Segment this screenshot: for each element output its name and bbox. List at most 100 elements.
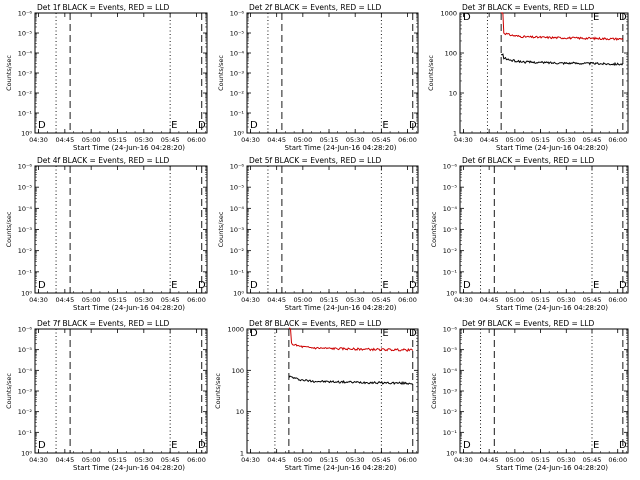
x-tick-label: 05:30 bbox=[134, 136, 153, 144]
y-tick-label: 10⁻² bbox=[18, 408, 33, 416]
chart-title: Det 5f BLACK = Events, RED = LLD bbox=[249, 156, 382, 165]
x-tick-label: 04:30 bbox=[454, 136, 473, 144]
y-tick-label: 10⁻³ bbox=[18, 70, 33, 78]
x-tick-label: 05:45 bbox=[372, 296, 391, 304]
x-tick-label: 06:00 bbox=[398, 296, 417, 304]
annotation-label: D bbox=[38, 440, 46, 451]
plot-frame bbox=[246, 165, 419, 294]
annotation-label: E bbox=[171, 120, 177, 131]
y-tick-label: 10⁻⁴ bbox=[443, 367, 458, 375]
y-tick-label: 10⁻⁶ bbox=[18, 163, 33, 171]
plot-frame bbox=[34, 165, 208, 294]
x-tick-label: 05:45 bbox=[583, 136, 602, 144]
y-tick-label: 10⁰ bbox=[446, 290, 457, 298]
x-tick-label: 04:30 bbox=[241, 296, 260, 304]
annotation-label: D bbox=[619, 12, 627, 23]
y-axis-label: Counts/sec bbox=[5, 373, 13, 409]
y-tick-label: 10⁻⁴ bbox=[443, 205, 458, 213]
plot-frame bbox=[246, 328, 419, 454]
x-tick-label: 05:15 bbox=[531, 296, 550, 304]
x-tick-label: 05:30 bbox=[134, 456, 153, 464]
x-tick-label: 05:15 bbox=[108, 456, 127, 464]
x-axis-label: Start Time (24-Jun-16 04:28:20) bbox=[496, 464, 608, 472]
annotation-label: D bbox=[619, 280, 627, 291]
y-tick-label: 10⁻³ bbox=[18, 388, 33, 396]
x-axis-label: Start Time (24-Jun-16 04:28:20) bbox=[285, 304, 397, 312]
annotation-label: D bbox=[38, 280, 46, 291]
y-axis-label: Counts/sec bbox=[5, 55, 13, 91]
chart-panel-1: Det 1f BLACK = Events, RED = LLD 10⁰ 10⁻¹ 1… bbox=[5, 3, 208, 152]
x-tick-label: 06:00 bbox=[187, 296, 206, 304]
x-tick-label: 05:30 bbox=[557, 296, 576, 304]
x-tick-label: 06:00 bbox=[608, 296, 627, 304]
y-tick-label: 10⁻⁵ bbox=[18, 346, 33, 354]
y-tick-label: 10⁰ bbox=[21, 450, 32, 458]
y-tick-label: 10⁻¹ bbox=[230, 110, 245, 118]
annotation-label: D bbox=[198, 120, 206, 131]
plot-frame bbox=[34, 328, 208, 454]
chart-panel-4: Det 4f BLACK = Events, RED = LLD 10⁰ 10⁻¹ 1… bbox=[5, 156, 208, 312]
chart-title: Det 3f BLACK = Events, RED = LLD bbox=[462, 3, 595, 12]
annotation-label: D bbox=[250, 120, 258, 131]
y-tick-label: 10⁰ bbox=[21, 130, 32, 138]
y-tick-label: 10⁻¹ bbox=[230, 268, 245, 276]
annotation-label: D bbox=[409, 120, 417, 131]
y-axis-label: Counts/sec bbox=[430, 373, 438, 409]
y-tick-label: 10⁻⁵ bbox=[230, 184, 245, 192]
x-tick-label: 06:00 bbox=[398, 136, 417, 144]
annotation-label: D bbox=[409, 328, 417, 339]
y-tick-label: 10 bbox=[449, 90, 457, 98]
y-tick-label: 10⁻¹ bbox=[443, 268, 458, 276]
y-tick-label: 10⁻⁶ bbox=[443, 163, 458, 171]
annotation-label: E bbox=[593, 440, 599, 451]
annotation-label: E bbox=[382, 280, 388, 291]
annotation-label: E bbox=[382, 120, 388, 131]
annotation-label: D bbox=[463, 12, 471, 23]
y-tick-label: 1 bbox=[240, 450, 244, 458]
chart-title: Det 9f BLACK = Events, RED = LLD bbox=[462, 319, 595, 328]
annotation-label: D bbox=[38, 120, 46, 131]
annotation-label: E bbox=[382, 328, 388, 339]
x-tick-label: 05:15 bbox=[531, 136, 550, 144]
y-tick-label: 10⁻⁴ bbox=[230, 205, 245, 213]
annotation-label: D bbox=[619, 440, 627, 451]
chart-panel-9: Det 9f BLACK = Events, RED = LLD 10⁰ 10⁻¹ 1… bbox=[430, 319, 629, 472]
x-tick-label: 04:45 bbox=[55, 456, 74, 464]
x-tick-label: 06:00 bbox=[187, 136, 206, 144]
y-tick-label: 1000 bbox=[227, 326, 244, 334]
y-tick-label: 10⁻² bbox=[18, 247, 33, 255]
x-tick-label: 05:15 bbox=[108, 296, 127, 304]
y-tick-label: 10⁻¹ bbox=[18, 110, 33, 118]
y-tick-label: 10⁻⁵ bbox=[230, 30, 245, 38]
x-tick-label: 05:00 bbox=[82, 136, 101, 144]
x-tick-label: 04:30 bbox=[241, 136, 260, 144]
annotation-label: E bbox=[171, 280, 177, 291]
y-tick-label: 10⁻³ bbox=[443, 226, 458, 234]
y-tick-label: 10⁻³ bbox=[18, 226, 33, 234]
plot-frame bbox=[459, 165, 629, 294]
annotation-label: D bbox=[409, 280, 417, 291]
x-tick-label: 04:30 bbox=[29, 456, 48, 464]
x-axis-label: Start Time (24-Jun-16 04:28:20) bbox=[285, 464, 397, 472]
x-axis-label: Start Time (24-Jun-16 04:28:20) bbox=[73, 304, 185, 312]
series-line bbox=[288, 375, 414, 386]
x-tick-label: 05:15 bbox=[320, 296, 339, 304]
annotation-label: D bbox=[198, 440, 206, 451]
chart-panel-5: Det 5f BLACK = Events, RED = LLD 10⁰ 10⁻¹ 1… bbox=[217, 156, 419, 312]
x-tick-label: 04:45 bbox=[267, 136, 286, 144]
x-tick-label: 05:45 bbox=[161, 296, 180, 304]
annotation-label: D bbox=[463, 440, 471, 451]
x-tick-label: 06:00 bbox=[187, 456, 206, 464]
x-tick-label: 05:00 bbox=[505, 136, 524, 144]
chart-panel-3: Det 3f BLACK = Events, RED = LLD 1 10 100 10… bbox=[427, 3, 629, 152]
chart-title: Det 8f BLACK = Events, RED = LLD bbox=[249, 319, 382, 328]
x-tick-label: 06:00 bbox=[608, 136, 627, 144]
x-axis-label: Start Time (24-Jun-16 04:28:20) bbox=[73, 144, 185, 152]
x-tick-label: 04:45 bbox=[267, 296, 286, 304]
series-line bbox=[288, 327, 414, 352]
y-tick-label: 10⁻² bbox=[443, 408, 458, 416]
annotation-label: E bbox=[171, 440, 177, 451]
y-tick-label: 10⁻⁴ bbox=[18, 50, 33, 58]
x-tick-label: 05:30 bbox=[346, 296, 365, 304]
